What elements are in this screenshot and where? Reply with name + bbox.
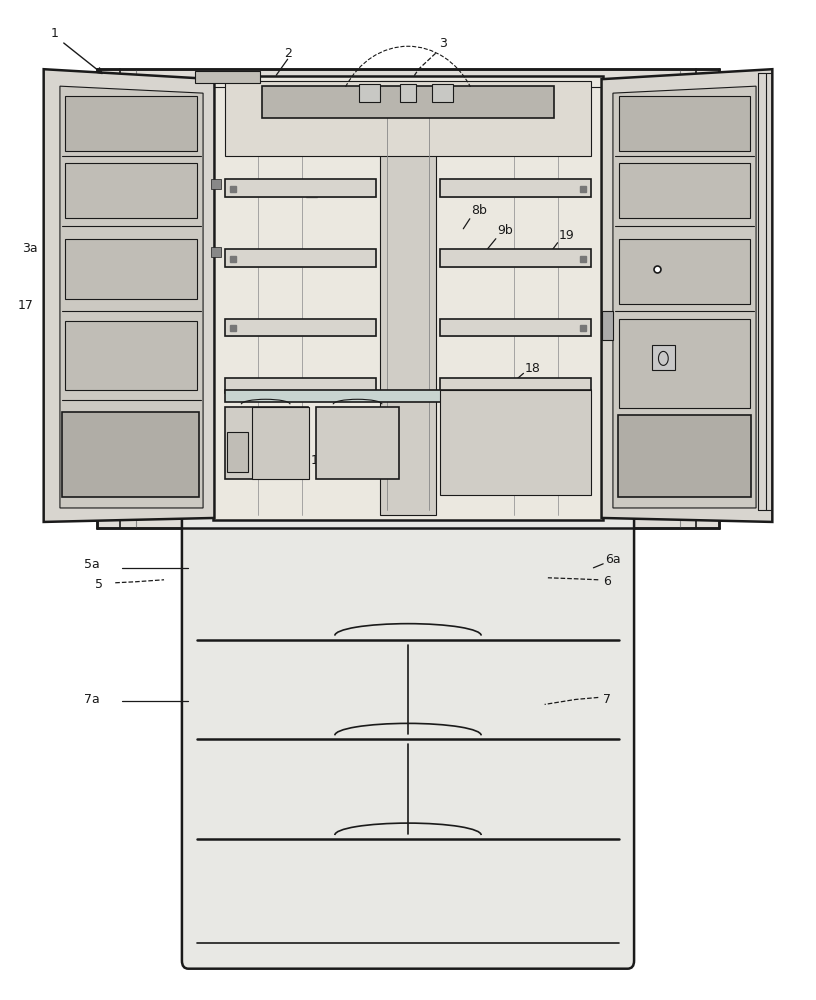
Text: 11: 11 bbox=[292, 186, 308, 199]
Bar bbox=[252, 407, 308, 479]
Bar bbox=[432, 84, 453, 102]
Bar bbox=[440, 179, 591, 197]
Text: 9b: 9b bbox=[498, 224, 513, 237]
Bar bbox=[195, 71, 260, 83]
Bar bbox=[97, 69, 719, 528]
Text: 10b: 10b bbox=[494, 409, 517, 422]
Text: 12: 12 bbox=[353, 454, 369, 467]
Text: 4: 4 bbox=[603, 462, 611, 475]
Polygon shape bbox=[601, 69, 772, 522]
Bar bbox=[619, 163, 750, 218]
Text: 15: 15 bbox=[732, 180, 747, 193]
Bar bbox=[619, 96, 750, 151]
Bar bbox=[225, 249, 376, 267]
Bar bbox=[228, 432, 248, 472]
Bar bbox=[225, 378, 376, 393]
Text: 19: 19 bbox=[558, 229, 574, 242]
Bar bbox=[619, 319, 750, 408]
Text: 8a: 8a bbox=[122, 172, 137, 185]
Bar bbox=[316, 407, 399, 479]
Bar bbox=[359, 84, 379, 102]
Text: 1: 1 bbox=[50, 27, 58, 40]
Text: 10a: 10a bbox=[99, 426, 122, 439]
Bar bbox=[619, 239, 750, 304]
Polygon shape bbox=[44, 69, 215, 522]
Text: 3b1: 3b1 bbox=[732, 339, 756, 352]
Polygon shape bbox=[601, 311, 613, 340]
Polygon shape bbox=[60, 86, 203, 508]
Text: 3: 3 bbox=[439, 37, 447, 50]
Bar bbox=[618, 415, 752, 497]
Text: 7a: 7a bbox=[84, 693, 100, 706]
Text: 5a: 5a bbox=[84, 558, 100, 571]
FancyBboxPatch shape bbox=[182, 512, 634, 969]
Text: 18: 18 bbox=[526, 362, 541, 375]
Bar bbox=[62, 412, 199, 497]
Text: 6a: 6a bbox=[605, 553, 620, 566]
Text: 2: 2 bbox=[285, 47, 292, 60]
Text: 13: 13 bbox=[246, 119, 261, 132]
Bar bbox=[400, 84, 416, 102]
Bar bbox=[440, 390, 591, 495]
Text: 7: 7 bbox=[603, 693, 611, 706]
Text: 3a: 3a bbox=[22, 242, 38, 255]
Bar bbox=[64, 239, 197, 299]
Text: 8b: 8b bbox=[472, 204, 487, 217]
Bar bbox=[64, 163, 197, 218]
Polygon shape bbox=[613, 86, 756, 508]
Text: 11: 11 bbox=[292, 324, 308, 337]
Text: 6: 6 bbox=[603, 575, 611, 588]
Bar bbox=[225, 407, 308, 479]
Bar bbox=[64, 96, 197, 151]
Text: 14: 14 bbox=[707, 386, 723, 399]
Bar bbox=[225, 179, 376, 197]
Text: 5: 5 bbox=[95, 578, 103, 591]
Text: 3b: 3b bbox=[732, 362, 747, 375]
Bar bbox=[64, 320, 197, 390]
Text: 16: 16 bbox=[732, 260, 747, 273]
Bar bbox=[213, 76, 603, 520]
Bar bbox=[262, 86, 554, 118]
Bar bbox=[440, 249, 591, 267]
Text: 11: 11 bbox=[292, 254, 308, 267]
Bar bbox=[440, 378, 591, 393]
Bar bbox=[440, 319, 591, 336]
Bar bbox=[225, 390, 591, 402]
Bar bbox=[225, 319, 376, 336]
Bar bbox=[652, 345, 675, 370]
Polygon shape bbox=[380, 81, 436, 515]
Text: 9a: 9a bbox=[107, 346, 122, 359]
Bar bbox=[211, 179, 221, 189]
Text: 11: 11 bbox=[292, 384, 308, 397]
Bar bbox=[211, 247, 221, 257]
Bar bbox=[225, 81, 591, 156]
Text: 17: 17 bbox=[18, 299, 33, 312]
Text: 4a: 4a bbox=[84, 466, 100, 479]
Text: 12: 12 bbox=[310, 454, 326, 467]
